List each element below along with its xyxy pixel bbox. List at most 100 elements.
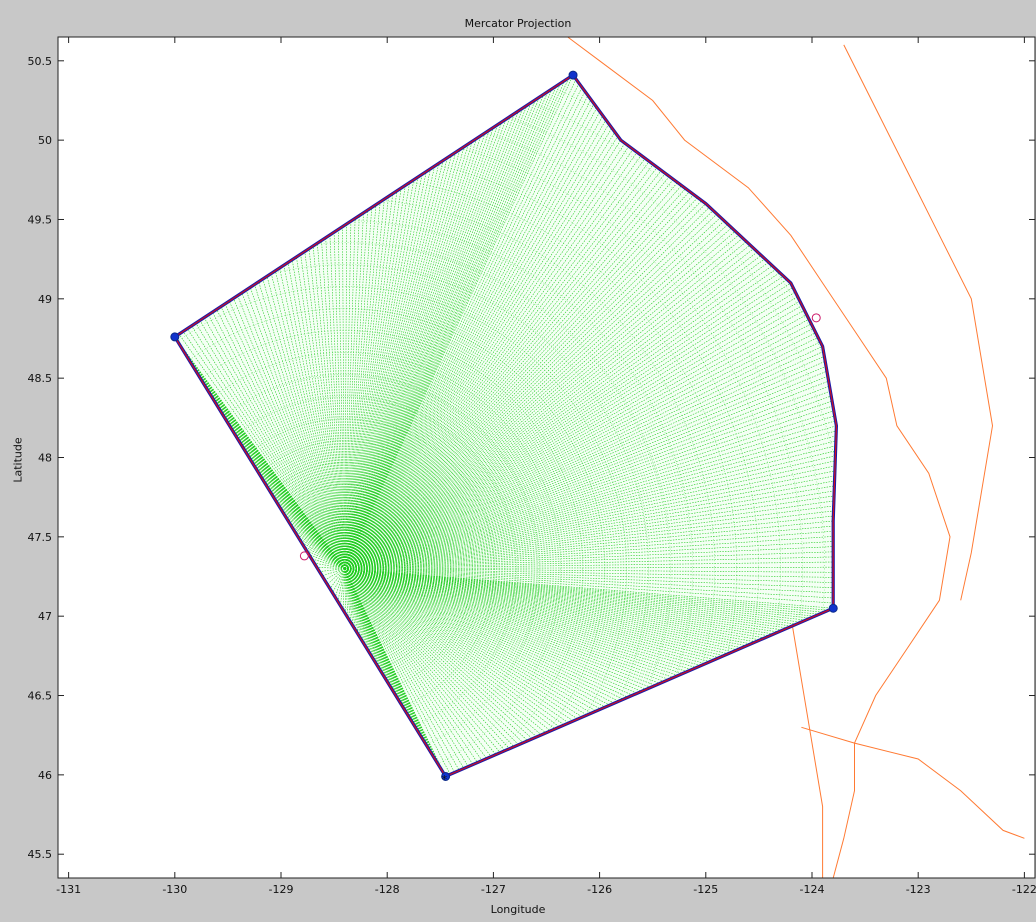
mesh-line-262 — [311, 558, 345, 569]
mesh-line-59 — [344, 279, 788, 569]
mesh-line-146 — [344, 568, 743, 649]
mesh-line-185 — [344, 568, 565, 726]
mesh-line-318 — [191, 325, 345, 569]
mesh-line-340 — [283, 265, 345, 569]
mesh-line-242 — [344, 568, 365, 645]
mesh-line-403 — [344, 91, 549, 569]
domain-vertex-1 — [170, 332, 180, 342]
mesh-line-324 — [216, 309, 345, 569]
mesh-line-404 — [344, 88, 553, 569]
mesh-line-9 — [344, 111, 601, 569]
mesh-line-141 — [344, 568, 765, 639]
mesh-line-319 — [195, 322, 345, 569]
mesh-line-213 — [344, 568, 441, 769]
mesh-line-236 — [344, 568, 381, 670]
x-tick-label-2: -129 — [269, 883, 294, 896]
mesh-line-332 — [250, 287, 345, 569]
mesh-line-200 — [344, 568, 497, 755]
mesh-line-85 — [344, 400, 833, 569]
mesh-line-232 — [344, 568, 391, 687]
mesh-line-184 — [344, 568, 569, 724]
mesh-line-77 — [344, 361, 826, 569]
mesh-line-382 — [344, 149, 461, 569]
mesh-line-154 — [344, 568, 706, 664]
mesh-ring-260 — [174, 308, 605, 777]
mesh-line-401 — [344, 96, 540, 569]
mesh-line-393 — [344, 119, 507, 569]
mesh-ring-216 — [174, 352, 561, 777]
mesh-line-275 — [277, 503, 345, 569]
domain-vertex-3 — [828, 603, 838, 613]
mesh-line-137 — [344, 568, 784, 631]
y-tick-label-7: 49 — [38, 293, 52, 306]
mesh-line-316 — [182, 331, 345, 569]
mesh-line-246 — [344, 568, 354, 628]
mesh-line-281 — [261, 477, 345, 569]
mesh-line-341 — [287, 262, 345, 569]
mesh-line-56 — [344, 268, 777, 569]
mesh-line-144 — [344, 568, 752, 645]
mesh-line-167 — [344, 568, 647, 690]
mesh-line-193 — [344, 568, 528, 742]
mesh-line-123 — [344, 568, 834, 594]
mesh-line-371 — [344, 179, 415, 569]
mesh-line-334 — [258, 281, 345, 569]
y-tick-label-2: 46.5 — [28, 690, 53, 703]
mesh-line-333 — [254, 284, 345, 569]
mesh-line-257 — [324, 568, 345, 581]
mesh-line-3 — [344, 87, 583, 569]
domain-vertex-2 — [441, 771, 451, 781]
mesh-line-204 — [344, 568, 478, 763]
mesh-line-248 — [344, 568, 349, 619]
x-tick-label-3: -128 — [375, 883, 400, 896]
mesh-line-94 — [344, 445, 836, 569]
mesh-line-201 — [344, 568, 492, 757]
mesh-line-37 — [344, 203, 707, 569]
mesh-line-132 — [344, 568, 806, 621]
mesh-line-249 — [344, 568, 346, 615]
mesh-line-102 — [344, 485, 835, 569]
mesh-ring-62 — [282, 506, 407, 631]
mesh-line-314 — [174, 336, 345, 569]
mesh-line-58 — [344, 275, 784, 569]
mesh-line-5 — [344, 95, 589, 569]
y-tick-label-4: 47.5 — [28, 531, 53, 544]
mesh-line-358 — [344, 215, 360, 569]
mesh-line-347 — [312, 245, 345, 569]
mesh-ring-392 — [174, 176, 737, 777]
mesh-line-11 — [344, 119, 607, 569]
mesh-line-396 — [344, 110, 519, 569]
mesh-line-40 — [344, 213, 718, 569]
mesh-line-133 — [344, 568, 802, 623]
mesh-line-329 — [237, 295, 345, 569]
mesh-line-229 — [344, 568, 399, 700]
mesh-line-205 — [344, 568, 474, 765]
mesh-line-191 — [344, 568, 537, 738]
mesh-line-46 — [344, 234, 740, 569]
mesh-line-159 — [344, 568, 683, 674]
mesh-line-101 — [344, 480, 835, 569]
mesh-line-36 — [344, 200, 702, 569]
mesh-line-17 — [344, 143, 626, 569]
mesh-line-171 — [344, 568, 629, 698]
mesh-line-209 — [344, 568, 455, 773]
boundary-inner — [173, 74, 838, 778]
mesh-ring-370 — [174, 198, 715, 777]
mesh-line-130 — [344, 568, 816, 617]
mesh-line-109 — [344, 520, 834, 569]
mesh-line-162 — [344, 568, 670, 680]
mesh-line-268 — [295, 532, 345, 569]
mesh-line-380 — [344, 154, 452, 569]
mesh-line-19 — [344, 149, 634, 569]
mesh-ring-348 — [174, 220, 693, 777]
y-tick-label-10: 50.5 — [28, 55, 53, 68]
mesh-line-89 — [344, 420, 836, 569]
mesh-line-164 — [344, 568, 661, 684]
mesh-ring-436 — [174, 132, 781, 777]
mesh-line-173 — [344, 568, 620, 702]
mesh-line-117 — [344, 561, 834, 569]
mesh-line-22 — [344, 158, 646, 569]
mesh-line-21 — [344, 155, 642, 569]
mesh-line-216 — [344, 568, 433, 756]
mesh-line-29 — [344, 179, 674, 569]
